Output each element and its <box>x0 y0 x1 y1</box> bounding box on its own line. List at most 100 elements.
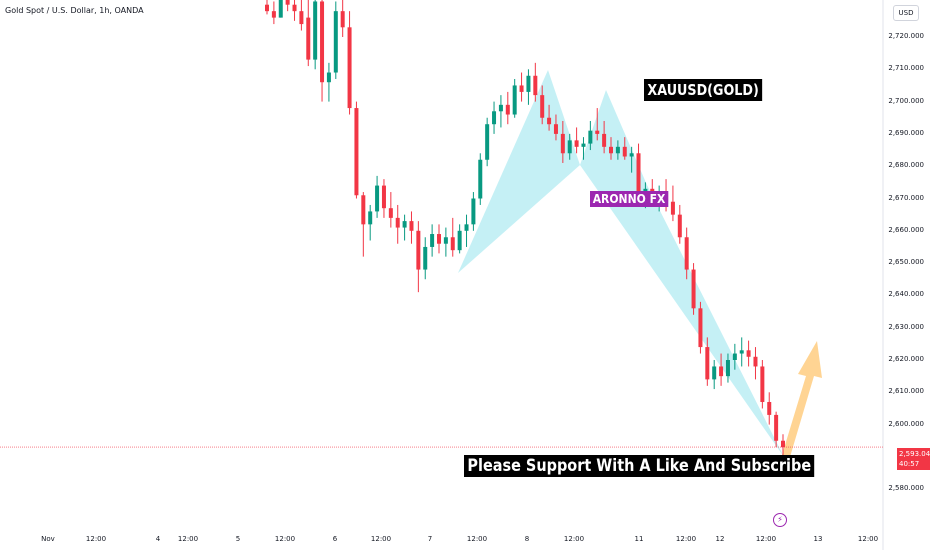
symbol-annotation[interactable]: XAUUSD(GOLD) <box>644 79 763 101</box>
candle-body <box>368 211 373 225</box>
candle-body <box>464 224 469 231</box>
candle-body <box>416 230 421 270</box>
price-axis-label: 2,710.000 <box>888 64 924 73</box>
candle-body <box>292 4 297 12</box>
lightning-icon[interactable]: ⚡ <box>773 513 787 527</box>
candle-body <box>498 104 503 112</box>
time-axis-label: 12:00 <box>563 535 585 543</box>
candle-body <box>361 195 366 225</box>
projection-arrow <box>782 341 822 457</box>
candle-body <box>581 143 586 147</box>
candle-body <box>271 11 276 18</box>
price-axis-label: 2,670.000 <box>888 193 924 202</box>
candle-body <box>760 366 765 402</box>
price-axis-label: 2,620.000 <box>888 355 924 363</box>
time-axis-label: 12:00 <box>755 535 777 543</box>
candle-body <box>553 124 558 134</box>
price-axis-label: 2,660.000 <box>888 225 924 234</box>
price-axis-label: 2,720.000 <box>888 32 924 40</box>
candle-body <box>547 117 552 125</box>
time-axis-label: 6 <box>332 535 338 543</box>
candle-body <box>457 230 462 251</box>
price-axis-label: 2,610.000 <box>888 387 924 396</box>
candle-body <box>471 198 476 225</box>
candle-body <box>574 140 579 147</box>
candle-body <box>492 111 497 125</box>
candle-body <box>595 130 600 134</box>
candle-body <box>340 11 345 28</box>
time-axis-label: 11 <box>634 535 644 543</box>
harmonic-pattern-right-wing <box>580 90 784 457</box>
candle-body <box>567 140 572 154</box>
price-axis-label: 2,680.000 <box>888 161 924 170</box>
time-axis-label: Nov <box>41 535 55 543</box>
candle-body <box>560 133 565 154</box>
candle-body <box>698 308 703 348</box>
current-price-badge: 2,593.045 40:57 <box>897 448 932 470</box>
candle-body <box>409 221 414 231</box>
time-axis-label: 12 <box>715 535 725 543</box>
price-axis-label: 2,580.000 <box>888 484 924 493</box>
candle-body <box>326 72 331 83</box>
price-axis-label: 2,640.000 <box>888 290 924 299</box>
candle-body <box>278 0 283 18</box>
candle-body <box>320 1 325 83</box>
candles <box>265 0 785 457</box>
time-axis-label: 4 <box>155 535 161 543</box>
candle-body <box>306 17 311 60</box>
price-axis-label: 2,630.000 <box>888 322 924 331</box>
harmonic-pattern-left-wing <box>458 70 580 273</box>
candle-body <box>753 356 758 367</box>
candle-body <box>347 27 352 109</box>
time-axis-label: 12:00 <box>857 535 879 543</box>
price-axis-label: 2,700.000 <box>888 96 924 105</box>
support-annotation[interactable]: Please Support With A Like And Subscribe <box>464 455 815 477</box>
time-axis-label: 12:00 <box>85 535 107 543</box>
candle-body <box>691 269 696 309</box>
candle-body <box>505 104 510 115</box>
time-axis-label: 8 <box>524 535 530 543</box>
time-axis-label: 13 <box>813 535 823 543</box>
candle-body <box>443 237 448 244</box>
candle-body <box>437 234 441 244</box>
candle-body <box>636 153 641 196</box>
candle-body <box>381 185 386 209</box>
candle-body <box>684 237 689 270</box>
candle-body <box>602 133 607 147</box>
candle-body <box>622 146 627 157</box>
candle-body <box>739 350 744 354</box>
time-axis-label: 12:00 <box>466 535 488 543</box>
candle-body <box>512 85 517 115</box>
candle-body <box>719 366 724 377</box>
time-axis-label: 12:00 <box>370 535 392 543</box>
candle-body <box>629 153 634 157</box>
current-price-value: 2,593.045 <box>899 450 932 458</box>
countdown-timer: 40:57 <box>899 460 920 468</box>
time-axis-label: 12:00 <box>675 535 697 543</box>
candle-body <box>540 95 545 118</box>
time-axis-label: 12:00 <box>177 535 199 543</box>
price-axis-label: 2,650.000 <box>888 258 924 267</box>
candle-body <box>423 246 428 270</box>
time-axis-label: 12:00 <box>274 535 296 543</box>
candle-body <box>670 201 675 215</box>
price-axis-label: 2,600.000 <box>888 419 924 428</box>
candle-body <box>781 440 785 448</box>
currency-button[interactable]: USD <box>893 5 919 21</box>
candle-body <box>526 75 531 92</box>
candle-body <box>299 11 304 25</box>
candle-body <box>609 146 613 154</box>
candle-body <box>725 360 730 377</box>
brand-annotation[interactable]: ARONNO FX <box>590 191 668 207</box>
candle-body <box>388 208 393 218</box>
candle-body <box>450 237 455 251</box>
candle-body <box>774 414 779 441</box>
candle-body <box>712 366 717 380</box>
candle-body <box>705 347 710 380</box>
time-axis-label: 7 <box>427 535 433 543</box>
candle-body <box>265 4 269 12</box>
symbol-title: Gold Spot / U.S. Dollar, 1h, OANDA <box>5 6 144 15</box>
candle-body <box>746 350 751 357</box>
time-axis-label: 5 <box>235 535 241 543</box>
